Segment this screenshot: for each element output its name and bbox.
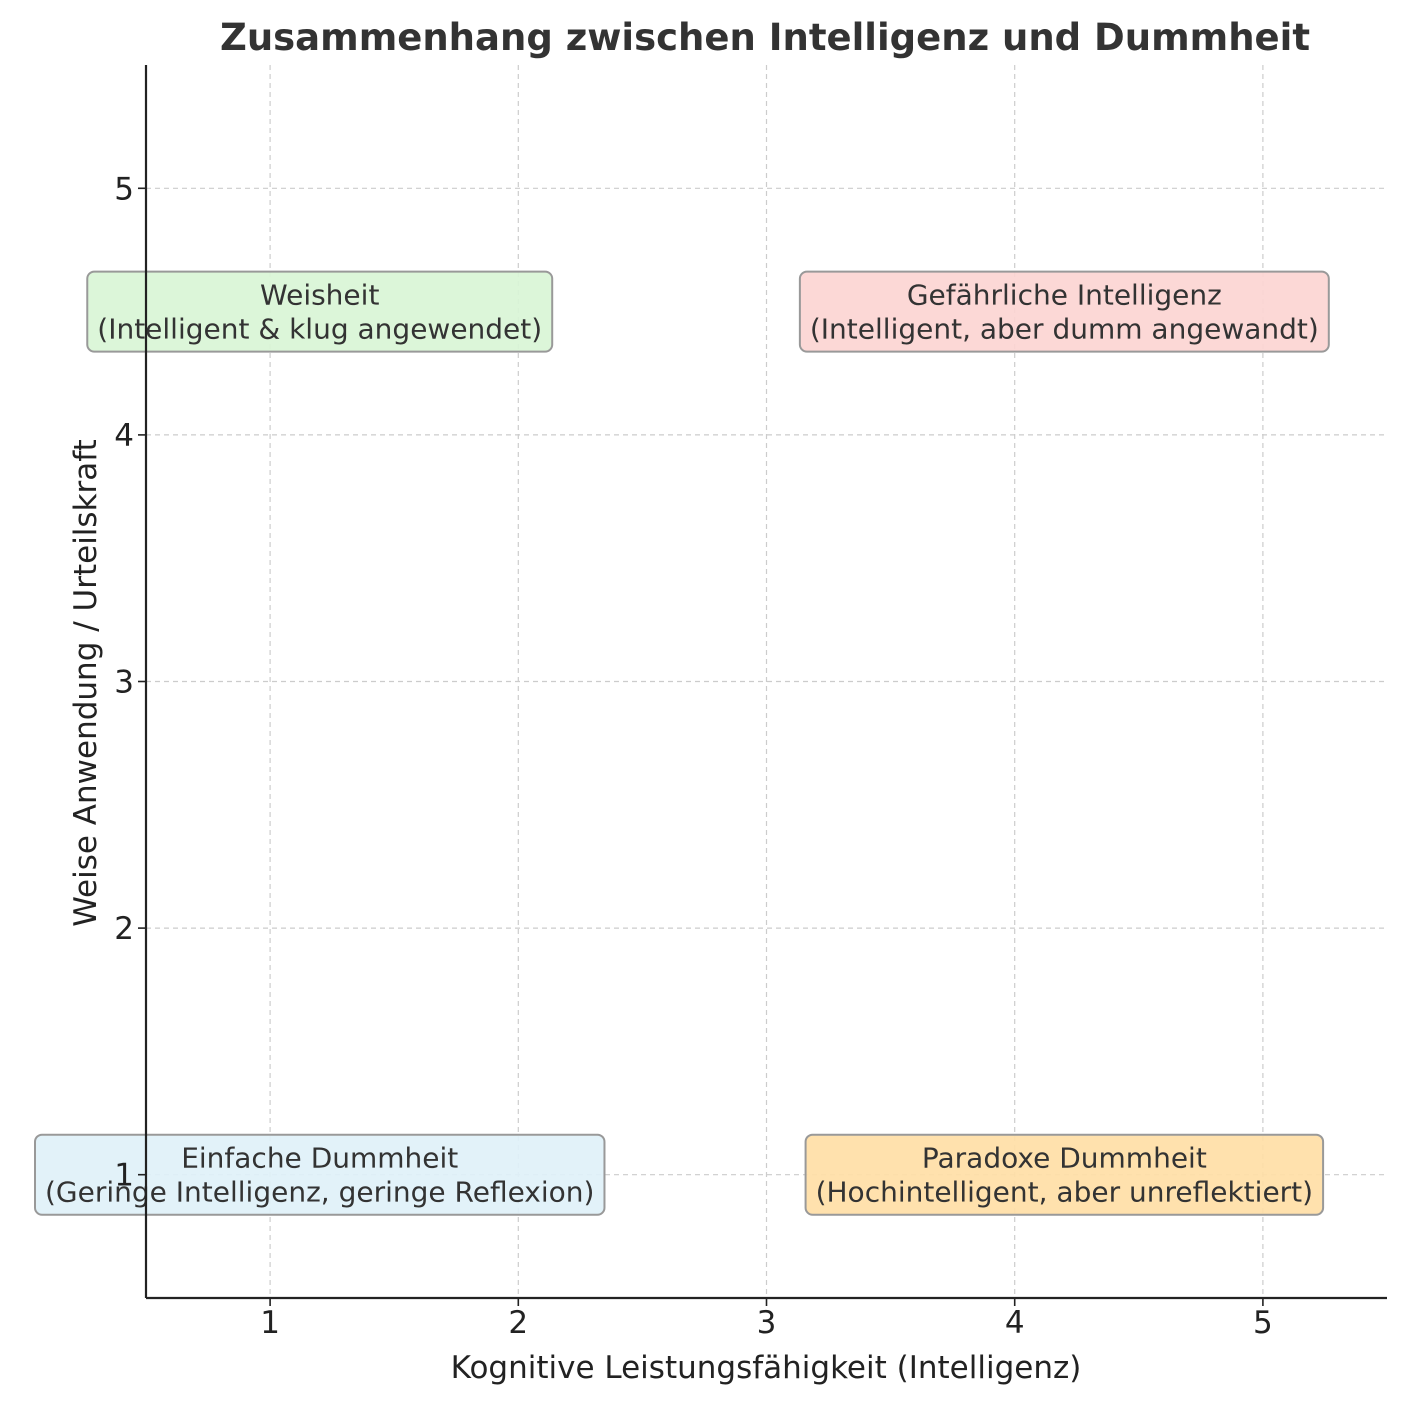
y-tick-label: 1 [114,1158,134,1194]
annotation-background [804,1133,1325,1216]
annotation-text: Gefährliche Intelligenz [907,279,1222,312]
x-tick-label: 2 [508,1305,528,1341]
x-tick-label: 3 [757,1305,777,1341]
annotation-text: Paradoxe Dummheit [922,1142,1207,1175]
annotation-text: (Intelligent & klug angewendet) [97,313,542,346]
y-tick-label: 5 [114,171,134,207]
y-tick-label: 3 [114,665,134,701]
x-axis-label: Kognitive Leistungsfähigkeit (Intelligen… [451,1350,1082,1386]
y-tick-label: 4 [114,418,134,454]
annotation-background [34,1133,606,1216]
x-tick-label: 1 [260,1305,280,1341]
annotation-text: (Hochintelligent, aber unreflektiert) [816,1176,1314,1209]
y-axis-label: Weise Anwendung / Urteilskraft [68,439,104,927]
annotation-text: (Intelligent, aber dumm angewandt) [810,313,1319,346]
annotation-text: (Geringe Intelligenz, geringe Reflexion) [45,1176,594,1209]
x-tick-label: 4 [1005,1305,1025,1341]
chart-title: Zusammenhang zwischen Intelligenz und Du… [220,16,1310,59]
annotation-box: Einfache Dummheit(Geringe Intelligenz, g… [34,1133,606,1216]
annotation-background [86,270,554,353]
x-tick-label: 5 [1253,1305,1273,1341]
annotations: Weisheit(Intelligent & klug angewendet) G… [34,270,1330,1216]
annotation-box: Paradoxe Dummheit(Hochintelligent, aber … [804,1133,1325,1216]
ticks: 1 2 3 4 5 1 2 3 4 5 [114,171,1273,1341]
annotation-box: Gefährliche Intelligenz(Intelligent, abe… [798,270,1330,353]
annotation-text: Einfache Dummheit [181,1142,458,1175]
annotation-text: Weisheit [260,279,379,312]
y-tick-label: 2 [114,911,134,947]
grid [146,65,1387,1298]
annotation-background [798,270,1330,353]
annotation-box: Weisheit(Intelligent & klug angewendet) [86,270,554,353]
